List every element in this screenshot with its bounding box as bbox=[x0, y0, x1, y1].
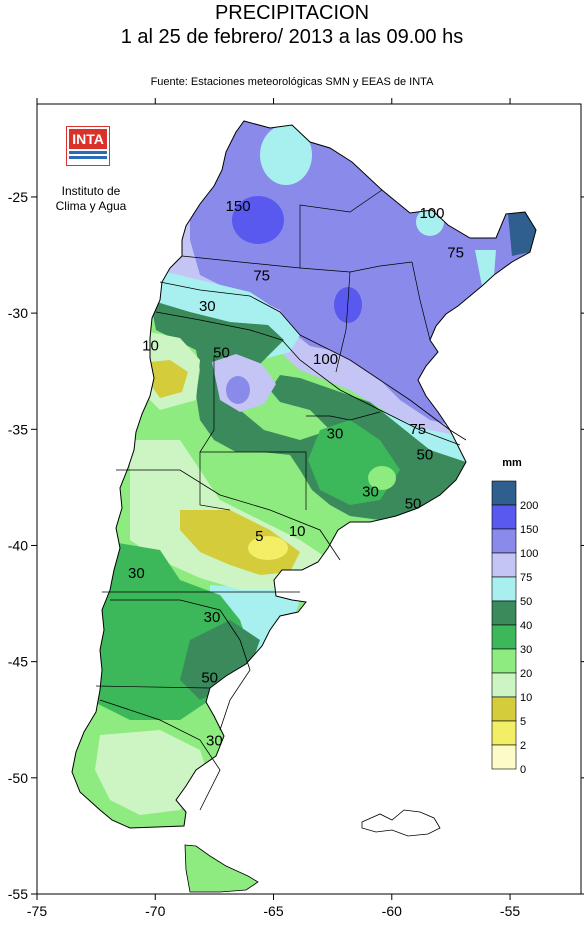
legend-swatch bbox=[491, 696, 517, 722]
contour-label: 10 bbox=[289, 523, 306, 540]
contour-label: 30 bbox=[199, 298, 216, 315]
legend-swatch bbox=[491, 672, 517, 698]
inta-logo: INTA bbox=[66, 126, 110, 166]
contour-label: 50 bbox=[213, 344, 230, 361]
legend-label: 10 bbox=[520, 692, 532, 704]
contour-label: 75 bbox=[447, 244, 464, 261]
legend-swatch bbox=[491, 744, 517, 770]
x-tick-label: -55 bbox=[500, 903, 520, 919]
contour-label: 30 bbox=[327, 426, 344, 443]
logo-text: INTA bbox=[69, 129, 107, 149]
legend-swatch bbox=[491, 600, 517, 626]
y-tick-label: -40 bbox=[8, 537, 28, 553]
contour-label: 75 bbox=[409, 421, 426, 438]
y-tick-label: -30 bbox=[8, 305, 28, 321]
x-tick-label: -65 bbox=[263, 903, 283, 919]
legend-label: 0 bbox=[520, 764, 526, 776]
contour-lines bbox=[99, 281, 467, 811]
malvinas-islands bbox=[361, 809, 441, 837]
contour-label: 100 bbox=[419, 205, 444, 222]
contour-label: 30 bbox=[362, 484, 379, 501]
tierra-del-fuego bbox=[184, 844, 259, 893]
legend-swatch bbox=[491, 504, 517, 530]
legend-swatch bbox=[491, 648, 517, 674]
x-tick-label: -75 bbox=[27, 903, 47, 919]
y-tick-label: -55 bbox=[8, 886, 28, 902]
legend-label: 5 bbox=[520, 716, 526, 728]
contour-label: 5 bbox=[255, 528, 263, 545]
legend-label: 75 bbox=[520, 572, 532, 584]
contour-label: 50 bbox=[417, 447, 434, 464]
contour-label: 30 bbox=[206, 732, 223, 749]
contour-label: 150 bbox=[226, 198, 251, 215]
legend-swatch bbox=[491, 552, 517, 578]
contour-label: 75 bbox=[253, 268, 270, 285]
contour-label: 50 bbox=[201, 670, 218, 687]
legend-label: 200 bbox=[520, 500, 538, 512]
legend-swatch bbox=[491, 528, 517, 554]
contour-labels: 150 100 75 75 30 10 50 100 30 75 50 30 50 5 10 30 30 50 30 bbox=[128, 198, 464, 749]
legend-label: 150 bbox=[520, 524, 538, 536]
legend-label: 40 bbox=[520, 620, 532, 632]
map-subtitle: 1 al 25 de febrero/ 2013 a las 09.00 hs bbox=[120, 26, 464, 48]
data-source: Fuente: Estaciones meteorológicas SMN y … bbox=[150, 76, 434, 88]
contour-label: 10 bbox=[142, 337, 159, 354]
contour-label: 30 bbox=[128, 565, 145, 582]
contour-label: 100 bbox=[313, 351, 338, 368]
legend-swatch bbox=[491, 720, 517, 746]
logo-caption-line2: Clima y Agua bbox=[55, 199, 127, 213]
y-tick-label: -35 bbox=[8, 421, 28, 437]
contour-label: 30 bbox=[204, 609, 221, 626]
legend-label: 50 bbox=[520, 596, 532, 608]
axis-ticks: -75 -70 -65 -60 -55 -25 -30 -35 -40 -45 -50 -55 bbox=[8, 98, 584, 919]
map-title: PRECIPITACION bbox=[214, 2, 370, 24]
x-tick-label: -70 bbox=[145, 903, 165, 919]
legend-title: mm bbox=[502, 457, 522, 469]
y-tick-label: -50 bbox=[8, 770, 28, 786]
y-tick-label: -25 bbox=[8, 189, 28, 205]
legend-swatch bbox=[491, 576, 517, 602]
legend-label: 100 bbox=[520, 548, 538, 560]
x-tick-label: -60 bbox=[382, 903, 402, 919]
legend-swatch bbox=[491, 480, 517, 506]
legend-swatch bbox=[491, 624, 517, 650]
logo-caption-line1: Instituto de bbox=[61, 184, 121, 198]
legend-label: 20 bbox=[520, 668, 532, 680]
map-frame bbox=[36, 103, 582, 895]
y-tick-label: -45 bbox=[8, 654, 28, 670]
legend-label: 2 bbox=[520, 740, 526, 752]
legend-label: 30 bbox=[520, 644, 532, 656]
province-borders bbox=[95, 189, 431, 689]
contour-label: 50 bbox=[405, 495, 422, 512]
